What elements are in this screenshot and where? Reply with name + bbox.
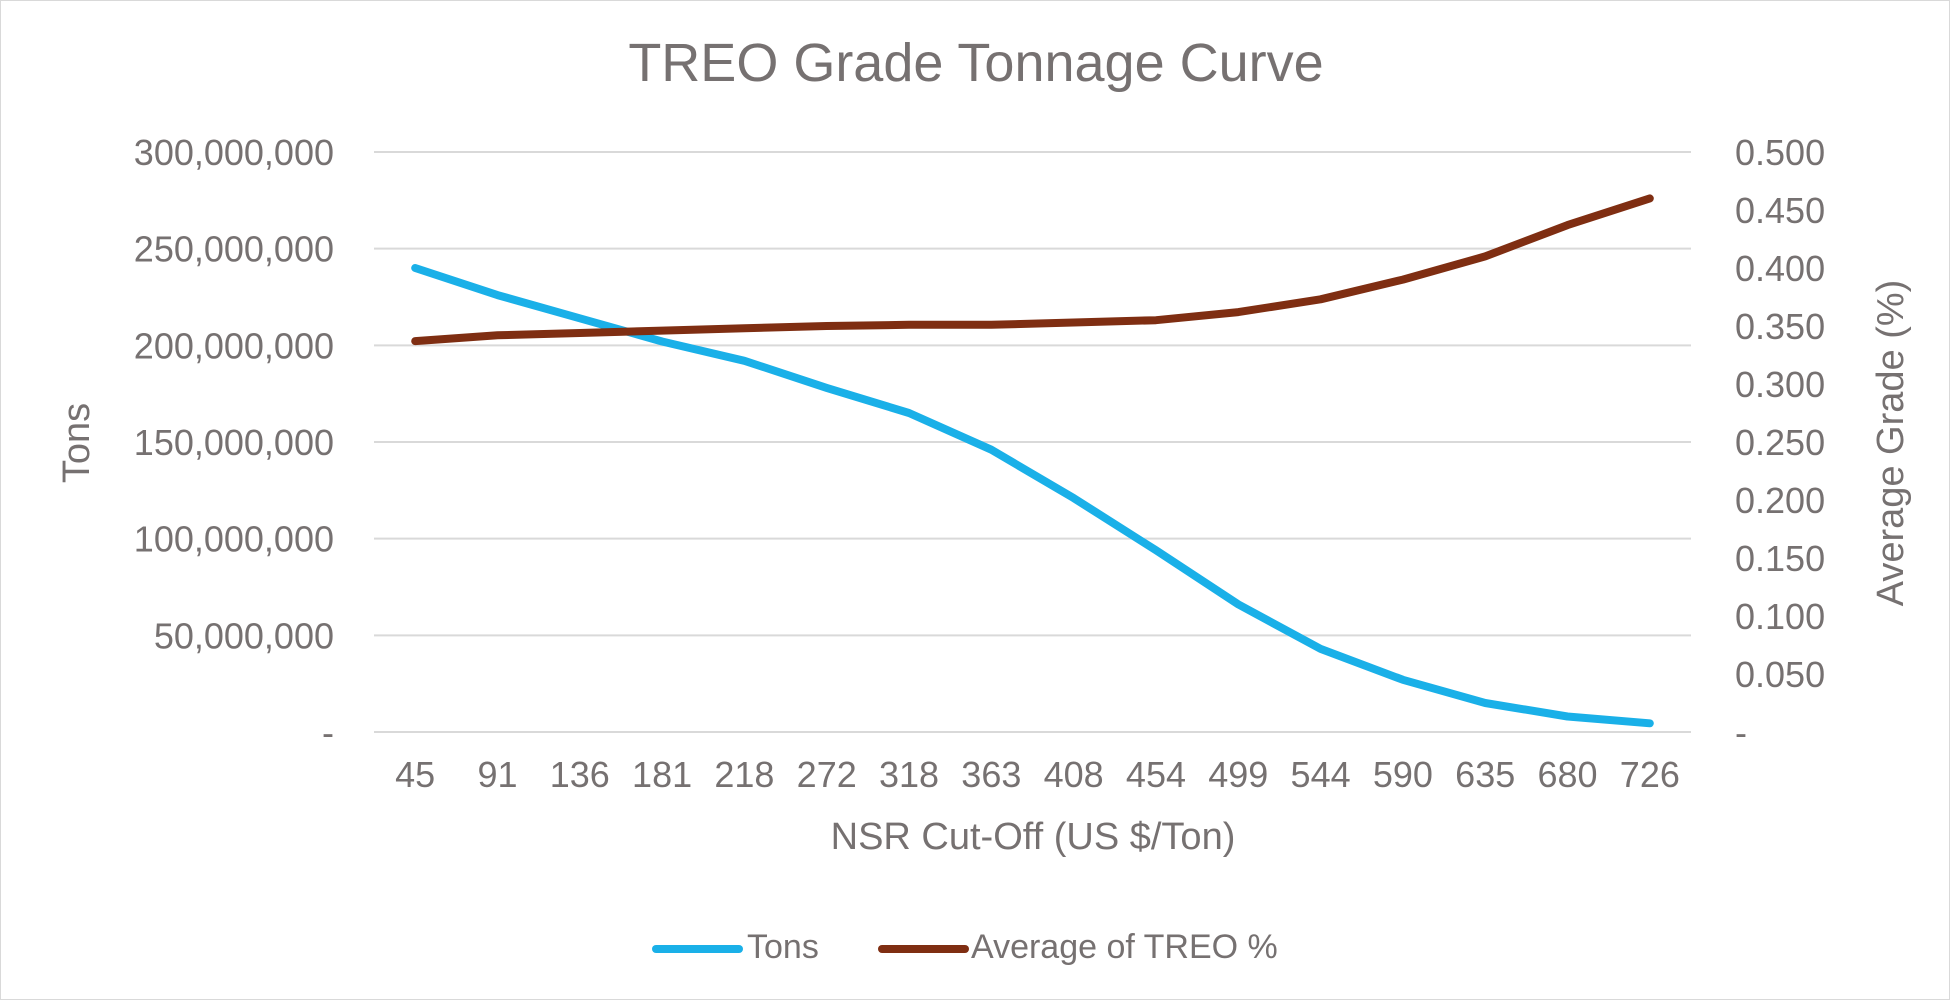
y-axis-title: Tons (56, 403, 98, 483)
y-tick-label: 250,000,000 (134, 229, 334, 270)
y2-tick-label: 0.250 (1735, 422, 1825, 463)
x-tick-label: 499 (1208, 754, 1268, 795)
y2-tick-label: 0.500 (1735, 132, 1825, 173)
right-axis-ticks: - 0.050 0.100 0.150 0.200 0.250 0.300 0.350 0.40… (1735, 132, 1825, 753)
y-tick-label: - (322, 712, 334, 753)
legend: Tons Average of TREO % (652, 928, 1278, 966)
y2-tick-label: 0.300 (1735, 364, 1825, 405)
x-axis-ticks: 45 91 136 181 218 272 318 363 408 454 499 544 590 635… (395, 754, 1680, 795)
y2-tick-label: 0.050 (1735, 654, 1825, 695)
x-tick-label: 136 (550, 754, 610, 795)
series-line-treo (411, 194, 1654, 346)
x-axis-title: NSR Cut-Off (US $/Ton) (831, 816, 1236, 858)
y-tick-label: 50,000,000 (154, 615, 334, 656)
x-tick-label: 680 (1537, 754, 1597, 795)
x-tick-label: 635 (1455, 754, 1515, 795)
x-tick-label: 91 (477, 754, 517, 795)
x-tick-label: 544 (1291, 754, 1351, 795)
y-tick-label: 300,000,000 (134, 132, 334, 173)
x-tick-label: 45 (395, 754, 435, 795)
left-axis-ticks: - 50,000,000 100,000,000 150,000,000 200,000… (134, 132, 334, 753)
y-tick-label: 200,000,000 (134, 325, 334, 366)
x-tick-label: 272 (797, 754, 857, 795)
legend-label-treo: Average of TREO % (971, 928, 1278, 966)
legend-label-tons: Tons (747, 928, 819, 966)
x-tick-label: 181 (632, 754, 692, 795)
x-tick-label: 218 (714, 754, 774, 795)
y2-tick-label: 0.400 (1735, 248, 1825, 289)
x-tick-label: 408 (1044, 754, 1104, 795)
y2-tick-label: - (1735, 712, 1747, 753)
y2-axis-title: Average Grade (%) (1870, 280, 1912, 607)
y2-tick-label: 0.200 (1735, 480, 1825, 521)
x-tick-label: 590 (1373, 754, 1433, 795)
y2-tick-label: 0.150 (1735, 538, 1825, 579)
y2-tick-label: 0.450 (1735, 190, 1825, 231)
series-lines (411, 194, 1654, 728)
y2-tick-label: 0.100 (1735, 596, 1825, 637)
x-tick-label: 726 (1620, 754, 1680, 795)
gridlines (374, 151, 1691, 733)
x-tick-label: 318 (879, 754, 939, 795)
y2-tick-label: 0.350 (1735, 306, 1825, 347)
x-tick-label: 363 (961, 754, 1021, 795)
y-tick-label: 150,000,000 (134, 422, 334, 463)
y-tick-label: 100,000,000 (134, 519, 334, 560)
chart-title: TREO Grade Tonnage Curve (628, 33, 1323, 93)
x-tick-label: 454 (1126, 754, 1186, 795)
